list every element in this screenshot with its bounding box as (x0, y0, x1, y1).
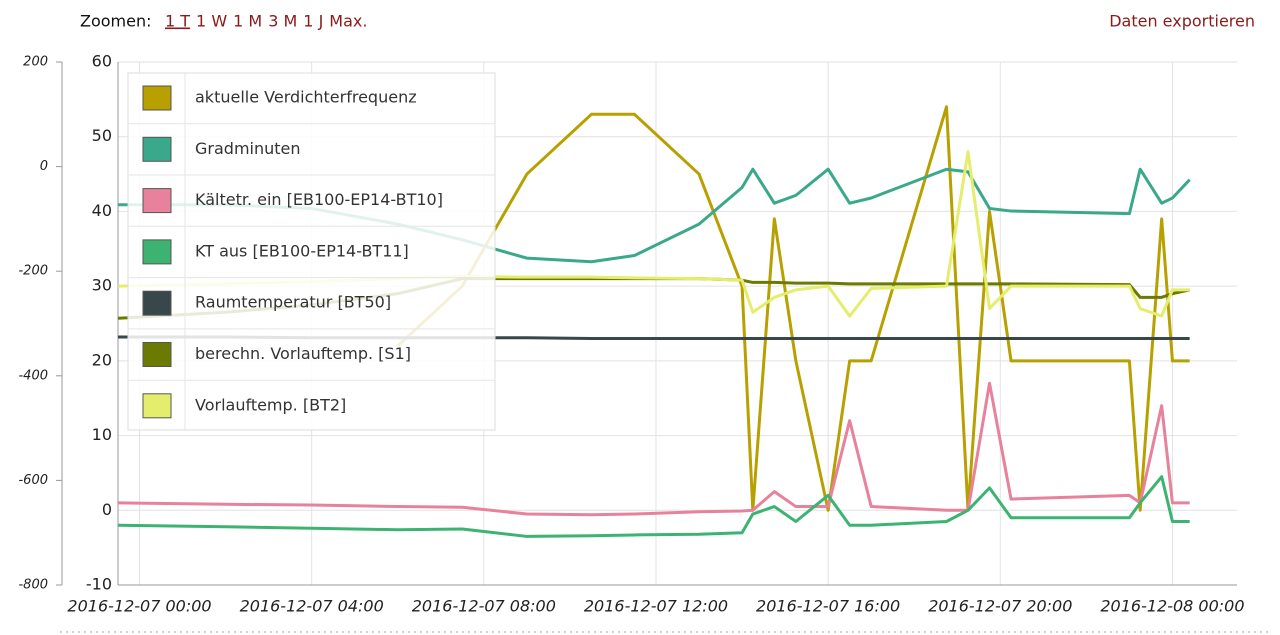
legend-label: Kältetr. ein [EB100-EP14-BT10] (195, 190, 443, 209)
y2-tick-label: 200 (23, 55, 48, 70)
x-tick-label: 2016-12-08 00:00 (1100, 597, 1244, 616)
legend-swatch (142, 393, 172, 419)
y-tick-label: 40 (92, 201, 112, 220)
y-tick-label: 30 (92, 276, 112, 295)
y-tick-label: 10 (92, 425, 112, 444)
legend-swatch (142, 342, 172, 367)
y-tick-label: -10 (86, 575, 112, 594)
zoom-label: Zoomen: (80, 12, 152, 31)
y2-tick-label: -800 (18, 578, 48, 593)
y2-tick-label: -200 (18, 264, 48, 279)
x-tick-label: 2016-12-07 16:00 (756, 597, 900, 616)
x-tick-label: 2016-12-07 08:00 (412, 597, 556, 616)
zoom-option[interactable]: 1 J (303, 12, 323, 31)
legend-swatch (142, 136, 172, 162)
y2-tick-label: -400 (18, 368, 48, 383)
y2-tick-label: 0 (40, 159, 48, 174)
legend-label: aktuelle Verdichterfrequenz (195, 88, 417, 107)
series-line (117, 381, 1190, 517)
x-tick-label: 2016-12-07 20:00 (928, 597, 1072, 616)
x-tick-label: 2016-12-07 00:00 (67, 597, 211, 616)
y-tick-label: 20 (92, 350, 112, 369)
legend-label: berechn. Vorlauftemp. [S1] (195, 344, 411, 363)
zoom-option[interactable]: 3 M (268, 12, 297, 31)
zoom-option[interactable]: Max. (329, 12, 367, 31)
legend-swatch (142, 188, 172, 214)
toolbar: Zoomen: Daten exportieren (80, 12, 1255, 31)
y-tick-label: 50 (92, 126, 112, 145)
legend-swatch (142, 85, 172, 111)
y-tick-label: 60 (92, 52, 112, 71)
legend-box (127, 72, 496, 431)
zoom-option[interactable]: 1 W (196, 12, 227, 31)
zoom-option[interactable]: 1 M (233, 12, 262, 31)
zoom-option[interactable]: 1 T (165, 12, 190, 31)
legend-label: Vorlauftemp. [BT2] (195, 395, 346, 414)
legend-label: Gradminuten (195, 139, 301, 158)
series-line (396, 105, 1190, 512)
series-line (117, 475, 1190, 538)
legend-label: Raumtemperatur [BT50] (195, 293, 391, 312)
y-tick-label: 0 (102, 500, 112, 519)
x-tick-label: 2016-12-07 04:00 (240, 597, 384, 616)
legend-label: KT aus [EB100-EP14-BT11] (195, 241, 409, 260)
legend-swatch (142, 290, 172, 316)
legend-swatch (142, 239, 172, 265)
legend: aktuelle Verdichterfrequenz Gradminuten Kä… (127, 72, 496, 431)
y2-tick-label: -600 (18, 473, 48, 488)
x-tick-label: 2016-12-07 12:00 (584, 597, 728, 616)
export-link[interactable]: Daten exportieren (1109, 12, 1255, 31)
